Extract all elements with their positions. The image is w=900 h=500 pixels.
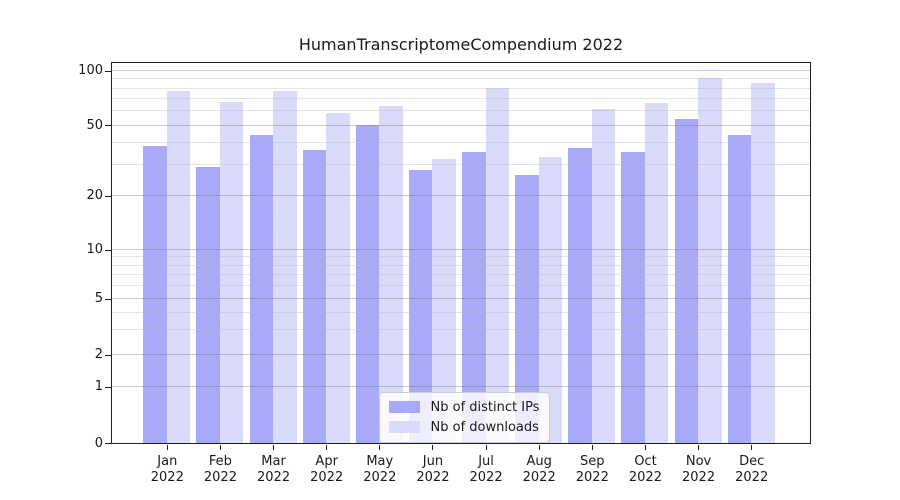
bar-downloads-jul bbox=[485, 88, 510, 443]
major-gridline-y2 bbox=[111, 354, 810, 355]
y-tick-label-10: 10 bbox=[86, 242, 103, 257]
y-tick-mark-10 bbox=[105, 249, 111, 251]
minor-gridline-y70 bbox=[111, 98, 810, 100]
minor-gridline-y40 bbox=[111, 141, 810, 143]
minor-gridline-y4 bbox=[111, 311, 810, 313]
bar-ips-dec bbox=[727, 134, 752, 443]
minor-gridline-y7 bbox=[111, 274, 810, 276]
bar-downloads-jan bbox=[166, 91, 191, 443]
bar-downloads-dec bbox=[751, 83, 775, 443]
major-gridline-y50 bbox=[111, 124, 810, 126]
x-tick-label-dec: Dec 2022 bbox=[735, 454, 769, 485]
bar-ips-nov bbox=[674, 118, 699, 443]
bar-ips-feb bbox=[196, 166, 220, 443]
bar-ips-jan bbox=[143, 146, 167, 443]
x-tick-label-sep: Sep 2022 bbox=[575, 454, 609, 485]
bar-downloads-may bbox=[379, 105, 403, 443]
minor-gridline-y80 bbox=[111, 87, 810, 89]
bar-ips-jun bbox=[408, 169, 433, 443]
x-tick-label-apr: Apr 2022 bbox=[310, 454, 344, 485]
x-tick-label-mar: Mar 2022 bbox=[257, 454, 291, 485]
x-tick-label-oct: Oct 2022 bbox=[628, 454, 662, 485]
x-tick-label-aug: Aug 2022 bbox=[522, 454, 556, 485]
x-tick-label-jun: Jun 2022 bbox=[416, 454, 450, 485]
bar-downloads-apr bbox=[326, 113, 350, 443]
minor-gridline-y30 bbox=[111, 163, 810, 165]
x-tick-label-may: May 2022 bbox=[363, 454, 397, 485]
y-tick-label-5: 5 bbox=[94, 291, 103, 306]
x-tick-mark-aug bbox=[538, 444, 540, 450]
y-tick-label-0: 0 bbox=[94, 435, 103, 451]
x-tick-mark-nov bbox=[698, 444, 700, 450]
legend-label-downloads: Nb of downloads bbox=[430, 419, 539, 435]
legend: Nb of distinct IPs Nb of downloads bbox=[378, 391, 551, 443]
legend-entry-distinct-ips: Nb of distinct IPs bbox=[388, 399, 540, 415]
y-tick-label-50: 50 bbox=[86, 117, 103, 133]
x-tick-label-jan: Jan 2022 bbox=[150, 454, 184, 485]
y-tick-label-2: 2 bbox=[94, 347, 103, 362]
bar-downloads-nov bbox=[698, 77, 722, 443]
x-tick-label-jul: Jul 2022 bbox=[469, 454, 503, 485]
x-tick-mark-sep bbox=[591, 444, 593, 450]
bar-ips-mar bbox=[249, 134, 274, 443]
bar-ips-sep bbox=[568, 148, 592, 443]
bar-downloads-sep bbox=[591, 109, 616, 443]
x-tick-mark-jan bbox=[166, 444, 168, 450]
grid-layer bbox=[111, 63, 810, 444]
y-tick-mark-100 bbox=[105, 70, 111, 72]
legend-swatch-downloads bbox=[388, 421, 420, 433]
y-tick-mark-0 bbox=[105, 443, 111, 444]
minor-gridline-y3 bbox=[111, 329, 810, 331]
y-tick-label-20: 20 bbox=[86, 188, 103, 203]
minor-gridline-y9 bbox=[111, 256, 810, 258]
bar-ips-oct bbox=[621, 152, 645, 443]
bar-downloads-mar bbox=[273, 91, 297, 443]
major-gridline-y10 bbox=[111, 249, 810, 250]
bar-ips-aug bbox=[515, 175, 539, 443]
legend-entry-downloads: Nb of downloads bbox=[388, 419, 540, 435]
bar-downloads-oct bbox=[644, 103, 669, 443]
y-tick-mark-5 bbox=[105, 298, 111, 300]
plot-area: Nb of distinct IPs Nb of downloads bbox=[110, 61, 811, 444]
x-tick-label-feb: Feb 2022 bbox=[203, 454, 237, 485]
bar-ips-apr bbox=[302, 150, 327, 443]
x-tick-mark-mar bbox=[273, 444, 275, 450]
y-tick-mark-2 bbox=[105, 354, 111, 356]
major-gridline-y5 bbox=[111, 298, 810, 299]
minor-gridline-y60 bbox=[111, 110, 810, 112]
x-tick-label-nov: Nov 2022 bbox=[682, 454, 716, 485]
bar-ips-jul bbox=[462, 152, 486, 443]
x-tick-mark-feb bbox=[219, 444, 221, 450]
bar-downloads-aug bbox=[538, 156, 563, 443]
legend-label-distinct-ips: Nb of distinct IPs bbox=[430, 399, 540, 415]
x-tick-mark-apr bbox=[326, 444, 328, 450]
major-gridline-y20 bbox=[111, 195, 810, 196]
minor-gridline-y6 bbox=[111, 285, 810, 287]
bars-layer bbox=[112, 63, 810, 443]
bar-downloads-feb bbox=[219, 102, 244, 443]
major-gridline-y1 bbox=[111, 386, 810, 387]
minor-gridline-y90 bbox=[111, 78, 810, 80]
x-tick-mark-jul bbox=[485, 444, 487, 450]
x-tick-mark-oct bbox=[644, 444, 646, 450]
x-tick-mark-jun bbox=[432, 444, 434, 450]
bar-ips-may bbox=[355, 125, 380, 443]
x-tick-mark-dec bbox=[751, 444, 753, 450]
y-tick-mark-50 bbox=[105, 125, 111, 126]
major-gridline-y100 bbox=[111, 70, 810, 71]
y-tick-label-1: 1 bbox=[94, 379, 103, 394]
chart-title: HumanTranscriptomeCompendium 2022 bbox=[298, 35, 624, 54]
x-tick-mark-may bbox=[379, 444, 381, 450]
bar-downloads-jun bbox=[432, 159, 456, 443]
y-tick-mark-1 bbox=[105, 386, 111, 388]
minor-gridline-y8 bbox=[111, 264, 810, 266]
y-tick-label-100: 100 bbox=[78, 63, 103, 78]
y-tick-mark-20 bbox=[105, 195, 111, 197]
legend-swatch-distinct-ips bbox=[388, 401, 420, 413]
